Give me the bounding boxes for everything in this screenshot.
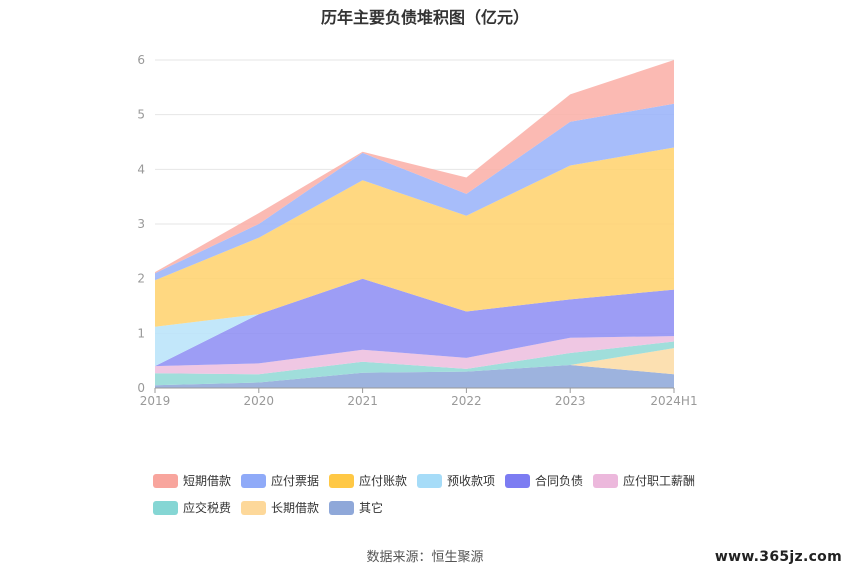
legend-swatch [153, 473, 178, 488]
legend-label: 短期借款 [183, 474, 232, 488]
area-series-应付职工薪酬 [155, 336, 674, 375]
site-watermark: www.365jz.com [714, 549, 842, 565]
data-source-note: 数据来源：恒生聚源 [366, 550, 484, 565]
chart-legend: 短期借款 应付票据 应付账款 预收款项 合同负债 应付职工薪酬应交税费 长期借款 其它 [153, 472, 713, 516]
legend-label: 应付票据 [271, 474, 320, 488]
legend-item[interactable]: 应付职工薪酬 [593, 472, 695, 489]
x-tick-label: 2024H1 [650, 394, 697, 408]
area-series-其它 [155, 365, 674, 388]
legend-label: 应付职工薪酬 [623, 474, 696, 488]
y-tick-label: 2 [137, 272, 145, 286]
y-tick-label: 6 [137, 53, 145, 67]
y-tick-label: 1 [137, 326, 145, 340]
legend-swatch [505, 473, 530, 488]
area-series-应付票据 [155, 103, 674, 281]
legend-label: 应付账款 [359, 474, 408, 488]
x-tick-label: 2020 [244, 394, 275, 408]
legend-item[interactable]: 预收款项 [417, 472, 505, 489]
y-tick-label: 0 [137, 381, 145, 395]
legend-label: 合同负债 [535, 474, 584, 488]
legend-item[interactable]: 长期借款 [241, 499, 329, 516]
legend-item[interactable]: 合同负债 [505, 472, 593, 489]
chart-title: 历年主要负债堆积图（亿元） [320, 8, 529, 27]
legend-item[interactable]: 其它 [329, 499, 417, 516]
legend-item[interactable]: 应付票据 [241, 472, 329, 489]
x-tick-label: 2021 [347, 394, 378, 408]
x-tick-label: 2022 [451, 394, 482, 408]
area-series-应付账款 [155, 147, 674, 327]
area-series-合同负债 [155, 278, 674, 367]
legend-swatch [329, 500, 354, 515]
legend-item[interactable]: 应交税费 [153, 499, 241, 516]
x-tick-label: 2023 [555, 394, 586, 408]
legend-swatch [241, 500, 266, 515]
legend-label: 长期借款 [271, 501, 320, 515]
legend-swatch [329, 473, 354, 488]
legend-item[interactable]: 短期借款 [153, 472, 241, 489]
legend-label: 预收款项 [447, 474, 496, 488]
legend-swatch [593, 473, 618, 488]
y-tick-label: 4 [137, 162, 145, 176]
area-series-短期借款 [155, 60, 674, 274]
y-tick-label: 5 [137, 108, 145, 122]
x-tick-label: 2019 [140, 394, 171, 408]
legend-swatch [153, 500, 178, 515]
legend-label: 应交税费 [183, 501, 232, 515]
legend-label: 其它 [359, 501, 384, 515]
legend-swatch [241, 473, 266, 488]
legend-swatch [417, 473, 442, 488]
legend-item[interactable]: 应付账款 [329, 472, 417, 489]
y-tick-label: 3 [137, 217, 145, 231]
area-series-应交税费 [155, 341, 674, 386]
